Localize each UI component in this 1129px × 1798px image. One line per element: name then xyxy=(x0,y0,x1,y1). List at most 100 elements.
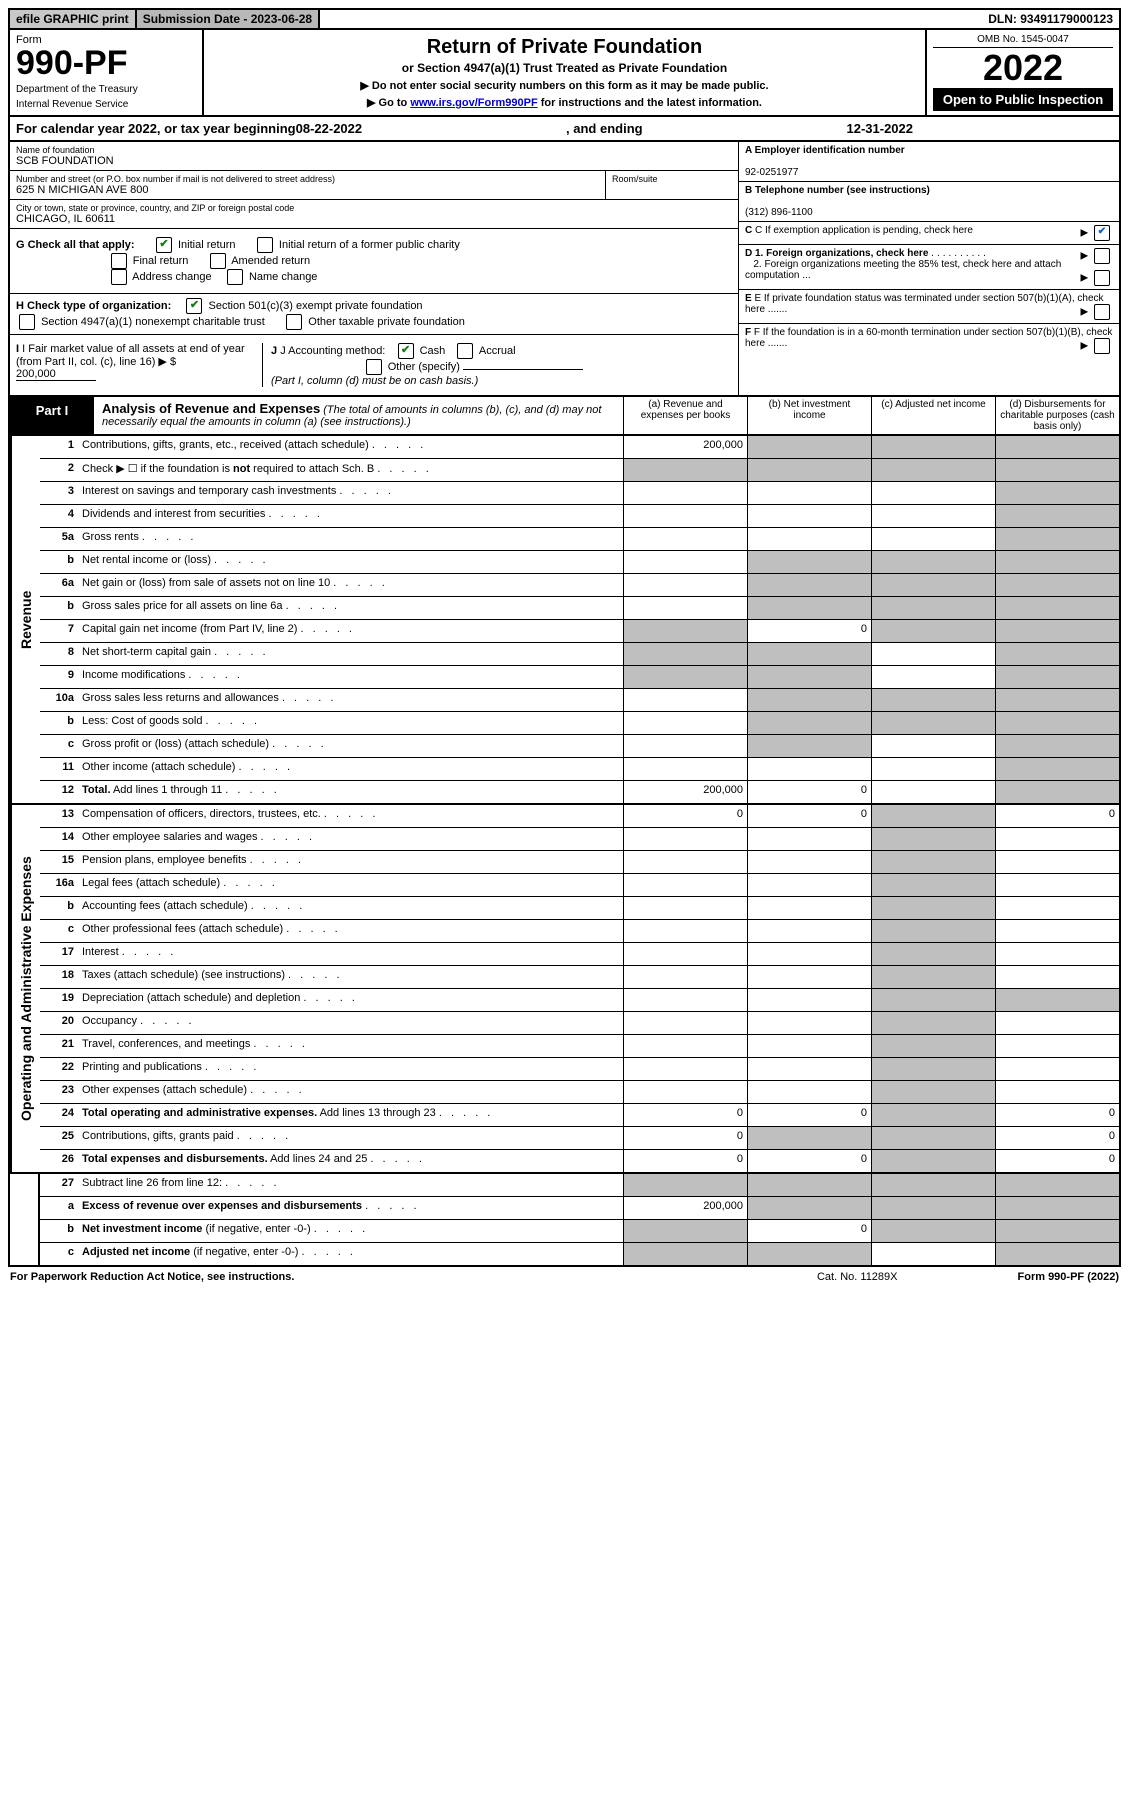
col-d-val xyxy=(995,689,1119,711)
part1-header: Part I Analysis of Revenue and Expenses … xyxy=(8,397,1121,436)
foreign-org-checkbox[interactable] xyxy=(1094,248,1110,264)
amended-return-checkbox[interactable] xyxy=(210,253,226,269)
section-g: G Check all that apply: Initial return I… xyxy=(10,229,738,294)
row-num: 10a xyxy=(40,689,78,711)
col-d-val xyxy=(995,1220,1119,1242)
row-label: Other professional fees (attach schedule… xyxy=(78,920,623,942)
efile-label[interactable]: efile GRAPHIC print xyxy=(10,10,137,28)
col-a-val xyxy=(623,1174,747,1196)
col-d-val xyxy=(995,459,1119,481)
table-row: 27Subtract line 26 from line 12: . . . .… xyxy=(40,1174,1119,1197)
table-row: 10aGross sales less returns and allowanc… xyxy=(40,689,1119,712)
60-month-checkbox[interactable] xyxy=(1094,338,1110,354)
col-d-val xyxy=(995,943,1119,965)
col-c-val xyxy=(871,943,995,965)
col-c-val xyxy=(871,1150,995,1172)
section-b: B Telephone number (see instructions) (3… xyxy=(739,182,1119,222)
table-row: 16aLegal fees (attach schedule) . . . . … xyxy=(40,874,1119,897)
form-header: Form 990-PF Department of the Treasury I… xyxy=(8,30,1121,117)
col-d-val xyxy=(995,666,1119,688)
col-a-val xyxy=(623,1058,747,1080)
irs-link[interactable]: www.irs.gov/Form990PF xyxy=(410,97,537,109)
col-c-val xyxy=(871,459,995,481)
col-a-val xyxy=(623,620,747,642)
col-d-val xyxy=(995,643,1119,665)
col-d-val xyxy=(995,735,1119,757)
col-c-val xyxy=(871,689,995,711)
row-num: 4 xyxy=(40,505,78,527)
row-label: Adjusted net income (if negative, enter … xyxy=(78,1243,623,1265)
initial-return-checkbox[interactable] xyxy=(156,237,172,253)
exemption-pending-checkbox[interactable] xyxy=(1094,225,1110,241)
col-c-val xyxy=(871,643,995,665)
col-a-val xyxy=(623,712,747,734)
col-b-val: 0 xyxy=(747,805,871,827)
row-label: Excess of revenue over expenses and disb… xyxy=(78,1197,623,1219)
table-row: 23Other expenses (attach schedule) . . .… xyxy=(40,1081,1119,1104)
501c3-checkbox[interactable] xyxy=(186,298,202,314)
header-center: Return of Private Foundation or Section … xyxy=(204,30,927,115)
col-d-val xyxy=(995,597,1119,619)
instruct-1: ▶ Do not enter social security numbers o… xyxy=(214,79,915,92)
row-num: 8 xyxy=(40,643,78,665)
year-begin: 08-22-2022 xyxy=(296,121,363,136)
row-label: Depreciation (attach schedule) and deple… xyxy=(78,989,623,1011)
col-a-val xyxy=(623,551,747,573)
row-label: Travel, conferences, and meetings . . . … xyxy=(78,1035,623,1057)
col-a-val: 0 xyxy=(623,1127,747,1149)
col-d-val xyxy=(995,1174,1119,1196)
col-c-val xyxy=(871,735,995,757)
col-b-val xyxy=(747,1127,871,1149)
col-c-val xyxy=(871,436,995,458)
col-a-val xyxy=(623,1220,747,1242)
city: CHICAGO, IL 60611 xyxy=(16,213,732,225)
col-b-val xyxy=(747,666,871,688)
col-c-val xyxy=(871,1058,995,1080)
row-label: Income modifications . . . . . xyxy=(78,666,623,688)
col-b-val xyxy=(747,1081,871,1103)
col-c-val xyxy=(871,505,995,527)
col-a-val xyxy=(623,666,747,688)
info-block: Name of foundation SCB FOUNDATION Number… xyxy=(8,142,1121,397)
4947-checkbox[interactable] xyxy=(19,314,35,330)
table-row: 25Contributions, gifts, grants paid . . … xyxy=(40,1127,1119,1150)
row-num: 13 xyxy=(40,805,78,827)
section-c: C C If exemption application is pending,… xyxy=(739,222,1119,245)
table-row: 18Taxes (attach schedule) (see instructi… xyxy=(40,966,1119,989)
cash-checkbox[interactable] xyxy=(398,343,414,359)
col-d-val: 0 xyxy=(995,1127,1119,1149)
row-num: 21 xyxy=(40,1035,78,1057)
table-row: bAccounting fees (attach schedule) . . .… xyxy=(40,897,1119,920)
col-a-val xyxy=(623,989,747,1011)
col-a-val xyxy=(623,758,747,780)
row-num: 2 xyxy=(40,459,78,481)
col-b-val: 0 xyxy=(747,781,871,803)
initial-former-checkbox[interactable] xyxy=(257,237,273,253)
col-a-val: 0 xyxy=(623,1104,747,1126)
row-num: 12 xyxy=(40,781,78,803)
address-change-checkbox[interactable] xyxy=(111,269,127,285)
foreign-85-checkbox[interactable] xyxy=(1094,270,1110,286)
row-num: 27 xyxy=(40,1174,78,1196)
row-num: 26 xyxy=(40,1150,78,1172)
other-method-checkbox[interactable] xyxy=(366,359,382,375)
row-label: Interest on savings and temporary cash i… xyxy=(78,482,623,504)
col-c-val xyxy=(871,574,995,596)
status-terminated-checkbox[interactable] xyxy=(1094,304,1110,320)
name-change-checkbox[interactable] xyxy=(227,269,243,285)
col-b-val xyxy=(747,528,871,550)
accrual-checkbox[interactable] xyxy=(457,343,473,359)
table-row: aExcess of revenue over expenses and dis… xyxy=(40,1197,1119,1220)
col-a-val xyxy=(623,597,747,619)
row-num: 19 xyxy=(40,989,78,1011)
row-label: Accounting fees (attach schedule) . . . … xyxy=(78,897,623,919)
final-return-checkbox[interactable] xyxy=(111,253,127,269)
col-a-val xyxy=(623,1081,747,1103)
col-c-val xyxy=(871,851,995,873)
col-a: (a) Revenue and expenses per books xyxy=(623,397,747,434)
other-taxable-checkbox[interactable] xyxy=(286,314,302,330)
section-d: D 1. Foreign organizations, check here .… xyxy=(739,245,1119,290)
col-c-val xyxy=(871,1012,995,1034)
table-row: 26Total expenses and disbursements. Add … xyxy=(40,1150,1119,1172)
row-label: Pension plans, employee benefits . . . .… xyxy=(78,851,623,873)
